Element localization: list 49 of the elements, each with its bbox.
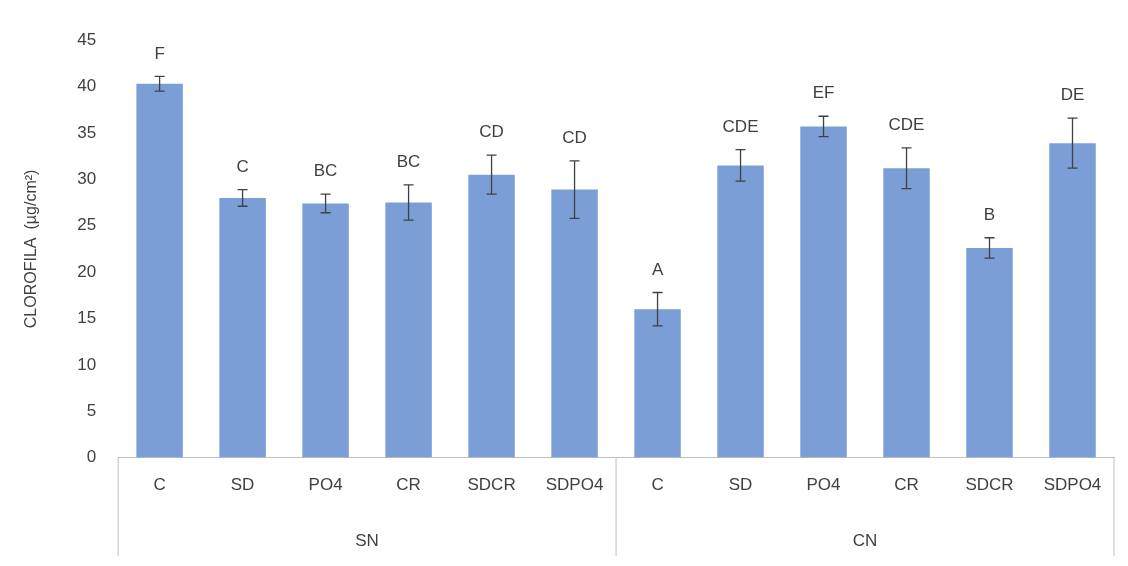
bar: [302, 203, 349, 458]
x-tick-label: SDCR: [965, 475, 1014, 495]
y-axis-title: CLOROFILA (µg/cm²): [22, 169, 40, 329]
y-tick-label: 45: [77, 29, 97, 49]
bar: [883, 168, 930, 458]
bar: [136, 83, 183, 458]
x-tick-label: SD: [728, 475, 753, 495]
y-tick-label: 5: [86, 400, 97, 420]
y-tick-label: 25: [77, 215, 97, 235]
x-tick-label: SD: [230, 475, 255, 495]
data-label: F: [154, 43, 165, 63]
data-label: CD: [562, 127, 587, 147]
x-tick-label: PO4: [308, 475, 343, 495]
text: SN: [355, 530, 379, 550]
x-tick-label: CR: [894, 475, 919, 495]
data-label: CDE: [722, 116, 759, 136]
bar: [219, 197, 266, 458]
bar: [468, 174, 515, 458]
y-tick-label: 0: [86, 447, 97, 467]
data-label: C: [236, 156, 249, 176]
bar: [717, 165, 764, 458]
data-label: A: [651, 259, 664, 279]
bar: [634, 309, 681, 458]
y-tick-label: 30: [77, 169, 97, 189]
y-tick-label: 10: [77, 354, 97, 374]
data-label: BC: [313, 161, 338, 181]
x-tick-label: PO4: [806, 475, 841, 495]
y-tick-label: 15: [77, 308, 97, 328]
data-label: B: [983, 204, 996, 224]
bar: [966, 247, 1013, 458]
y-tick-label: 20: [77, 261, 97, 281]
text: CN: [852, 530, 878, 550]
data-label: DE: [1060, 85, 1085, 105]
data-label: CD: [479, 122, 504, 142]
data-label: CDE: [888, 114, 925, 134]
x-tick-label: C: [651, 475, 664, 495]
data-label: EF: [812, 83, 835, 103]
bar: [800, 126, 847, 458]
bar: [385, 202, 432, 458]
x-tick-label: SDCR: [467, 475, 516, 495]
x-tick-label: CR: [396, 475, 421, 495]
data-label: BC: [396, 152, 421, 172]
bar: [1049, 143, 1096, 458]
x-tick-label: C: [153, 475, 166, 495]
y-tick-label: 35: [77, 122, 97, 142]
x-tick-label: SDPO4: [1043, 475, 1102, 495]
bar: [551, 189, 598, 458]
x-tick-label: SDPO4: [545, 475, 604, 495]
y-tick-label: 40: [77, 76, 97, 96]
